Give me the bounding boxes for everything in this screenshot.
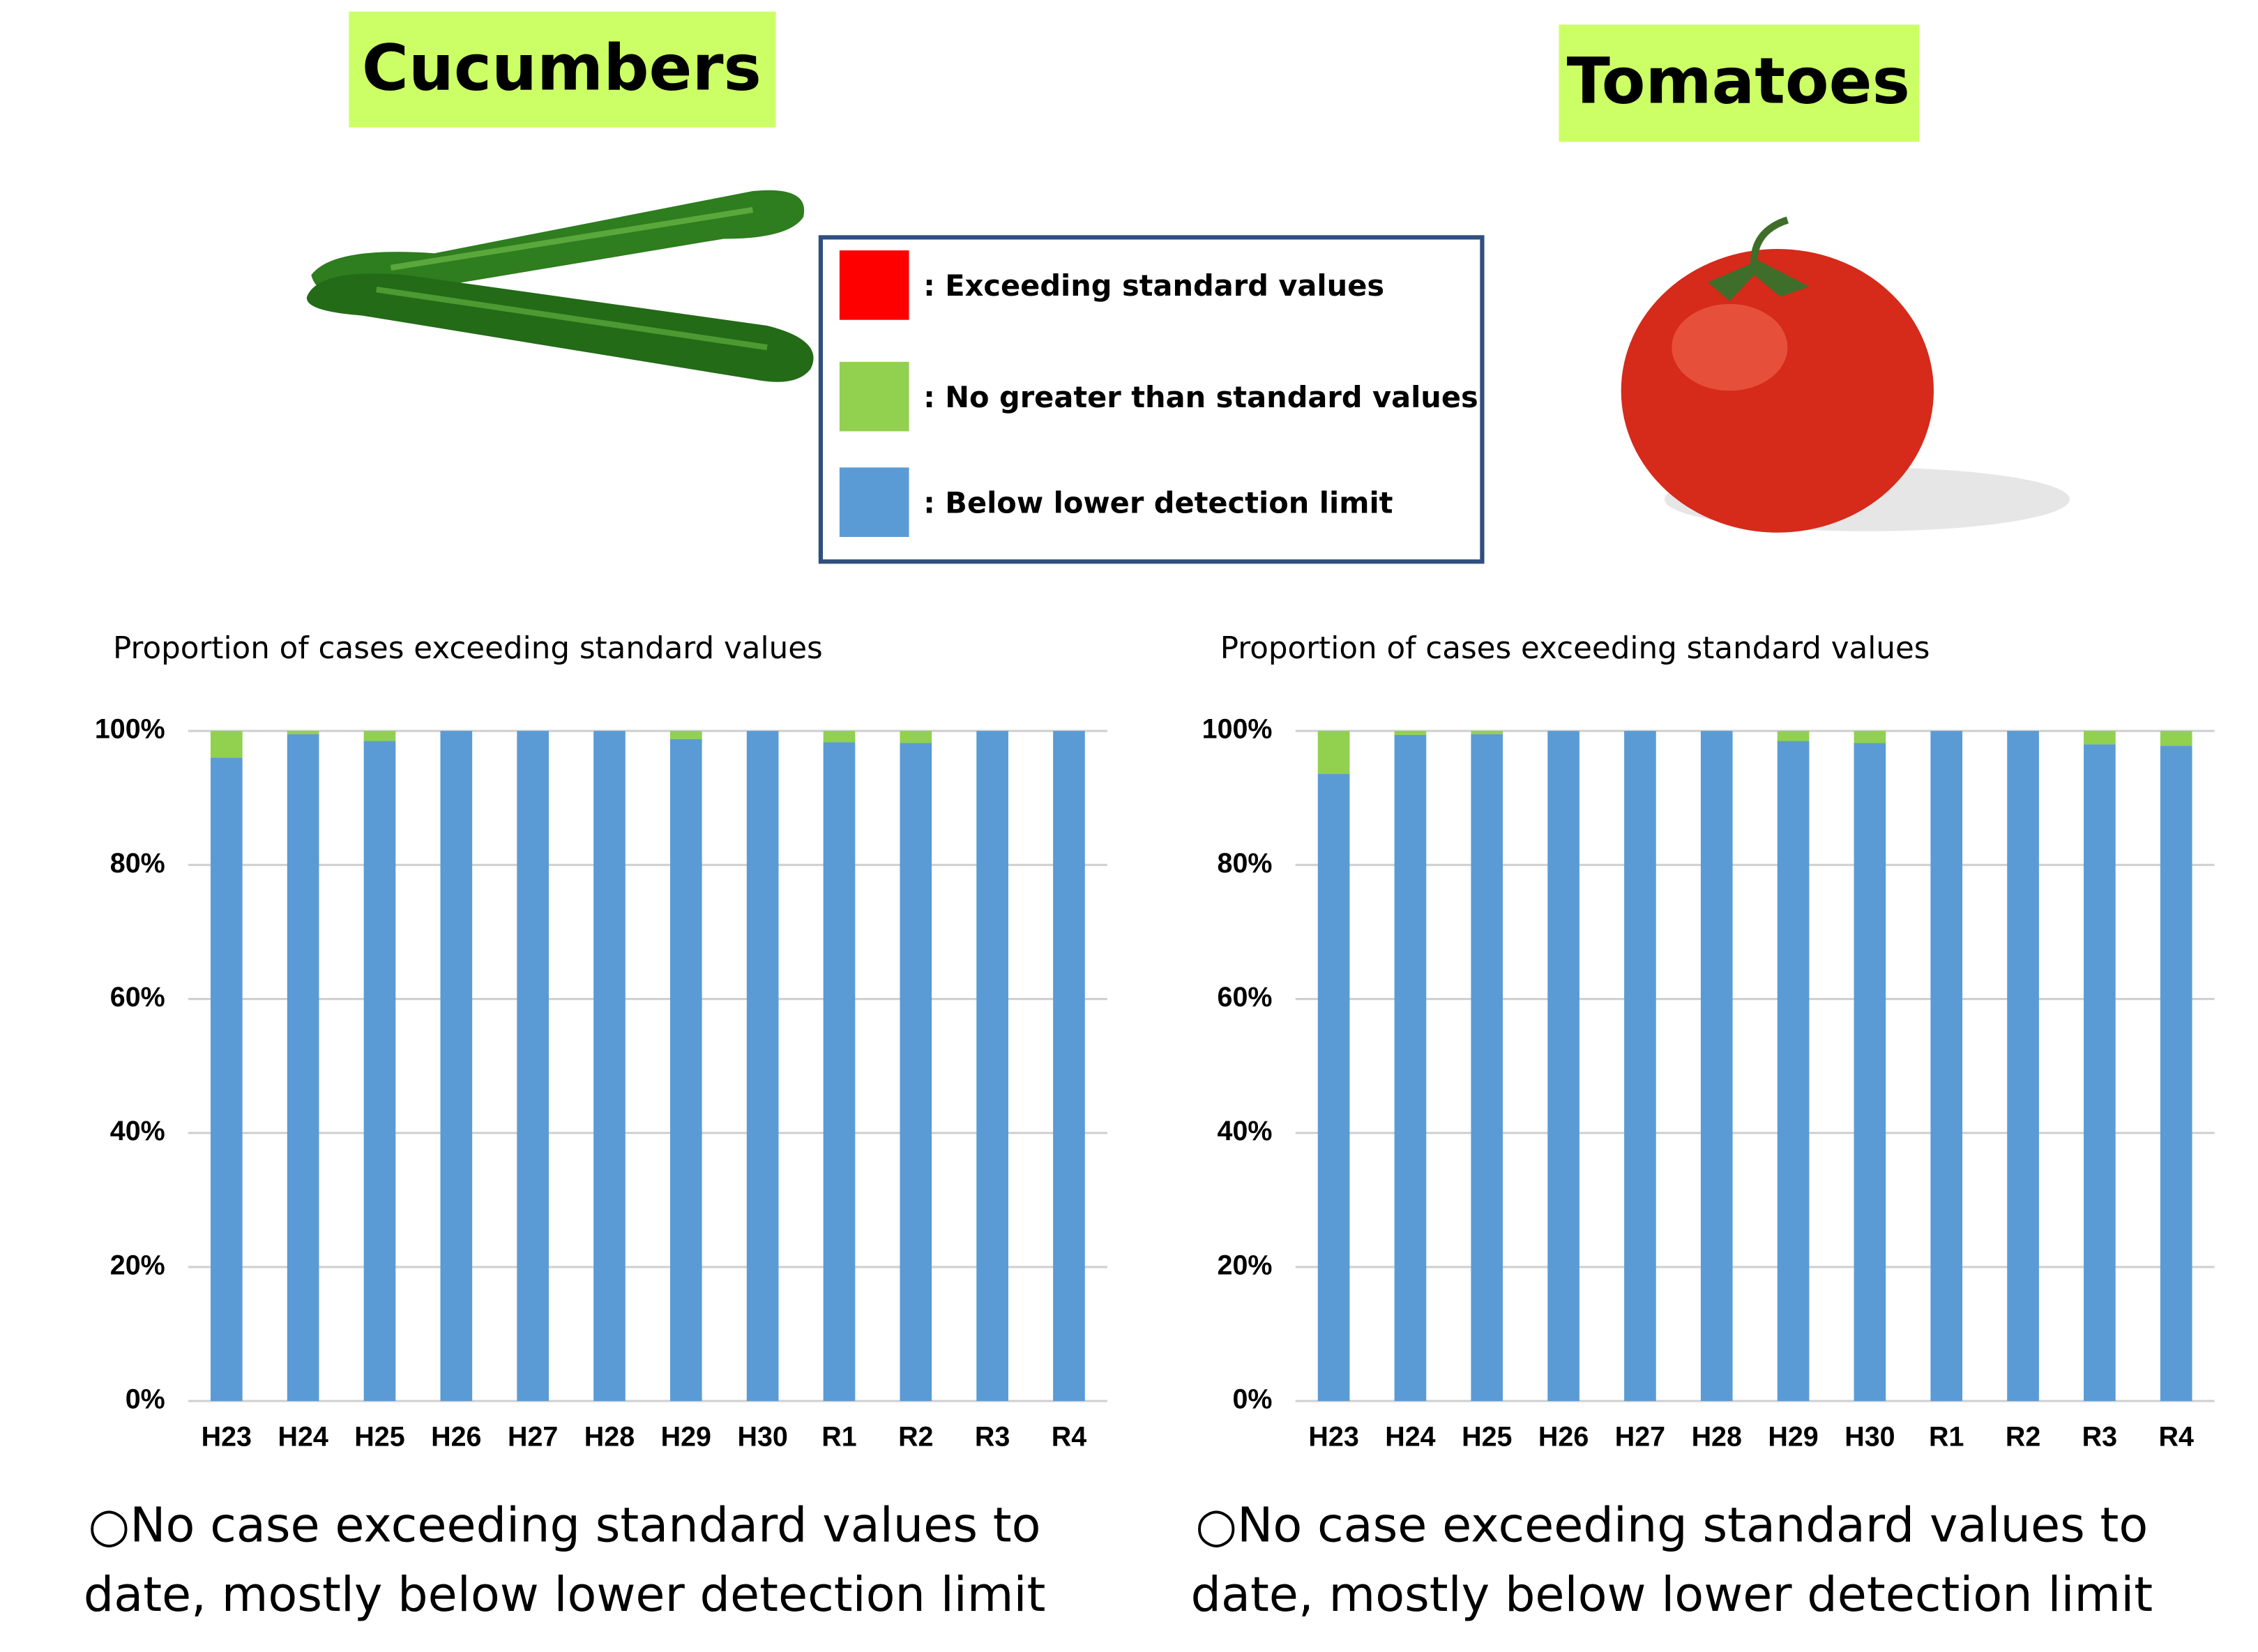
- x-tick-label: H28: [584, 1421, 635, 1452]
- note: ○No case exceeding standard values to: [1195, 1497, 2148, 1553]
- chart-title: Tomatoes: [1567, 43, 1910, 118]
- x-tick-label: R3: [2082, 1421, 2117, 1452]
- bar-segment: [2084, 744, 2116, 1402]
- note: date, mostly below lower detection limit: [1191, 1567, 2153, 1623]
- bar-segment: [1854, 743, 1886, 1402]
- bar-segment: [210, 757, 243, 1402]
- y-tick-label: 0%: [126, 1384, 165, 1415]
- x-tick-label: H25: [1462, 1421, 1512, 1452]
- x-tick-label: H25: [354, 1421, 404, 1452]
- bar-segment: [1317, 773, 1350, 1402]
- bar-segment: [1471, 731, 1503, 734]
- bar-segment: [2007, 731, 2039, 1402]
- x-tick-label: H23: [1308, 1421, 1358, 1452]
- x-tick-label: R1: [821, 1421, 856, 1452]
- y-tick-label: 0%: [1232, 1384, 1272, 1415]
- y-tick-label: 60%: [110, 982, 165, 1013]
- bar-segment: [669, 738, 702, 1402]
- x-tick-label: R1: [1929, 1421, 1964, 1452]
- bar-segment: [1053, 731, 1085, 1402]
- bar-segment: [1624, 731, 1656, 1402]
- bar-segment: [2160, 731, 2192, 746]
- x-tick-label: R4: [2159, 1421, 2194, 1452]
- bar-segment: [1471, 734, 1503, 1402]
- bar-segment: [1777, 741, 1810, 1402]
- y-tick-label: 100%: [95, 714, 165, 745]
- bar-segment: [363, 741, 396, 1402]
- bar-segment: [669, 731, 702, 739]
- bar-segment: [823, 731, 856, 743]
- bar-segment: [1854, 731, 1886, 743]
- legend-label: : Below lower detection limit: [923, 485, 1393, 520]
- y-tick-label: 20%: [1218, 1250, 1273, 1280]
- x-tick-label: H29: [1768, 1421, 1818, 1452]
- title-box: [1559, 24, 1920, 142]
- y-tick-label: 100%: [1202, 714, 1273, 745]
- y-axis-label: Proportion of cases exceeding standard v…: [1220, 631, 1930, 666]
- bar-segment: [287, 731, 319, 734]
- title-box: [349, 11, 776, 128]
- bar-segment: [593, 731, 626, 1402]
- x-tick-label: H28: [1692, 1421, 1742, 1452]
- bar-segment: [2084, 731, 2116, 745]
- x-tick-label: H23: [202, 1421, 252, 1452]
- bar-segment: [1394, 734, 1427, 1402]
- x-tick-label: R2: [898, 1421, 933, 1452]
- x-tick-label: H30: [737, 1421, 787, 1452]
- x-tick-label: H29: [661, 1421, 711, 1452]
- y-tick-label: 60%: [1218, 982, 1273, 1013]
- x-tick-label: R4: [1052, 1421, 1086, 1452]
- bar-segment: [440, 731, 473, 1402]
- x-tick-label: R2: [2006, 1421, 2040, 1452]
- tomato-image: [1621, 216, 2070, 533]
- bar-segment: [900, 743, 932, 1402]
- legend-label: : Exceeding standard values: [923, 268, 1384, 303]
- legend-swatch: [839, 250, 909, 320]
- note: date, mostly below lower detection limit: [84, 1567, 1046, 1623]
- legend-label: : No greater than standard values: [923, 380, 1478, 414]
- y-tick-label: 80%: [110, 848, 165, 879]
- note: ○No case exceeding standard values to: [89, 1497, 1041, 1553]
- bar-segment: [2160, 745, 2192, 1402]
- y-tick-label: 80%: [1218, 848, 1273, 879]
- bar-segment: [1930, 731, 1963, 1402]
- x-tick-label: R3: [975, 1421, 1010, 1452]
- bar-segment: [287, 734, 319, 1402]
- bar-segment: [210, 731, 243, 758]
- cucumber-image: [306, 190, 814, 382]
- bar-segment: [1700, 731, 1733, 1402]
- x-tick-label: H24: [278, 1421, 328, 1452]
- bar-segment: [1394, 731, 1427, 735]
- y-tick-label: 40%: [1218, 1116, 1273, 1146]
- y-tick-label: 20%: [110, 1250, 165, 1280]
- x-tick-label: H26: [1538, 1421, 1589, 1452]
- legend-box: [818, 235, 1485, 564]
- bar-segment: [363, 731, 396, 741]
- x-tick-label: H30: [1844, 1421, 1895, 1452]
- y-axis-label: Proportion of cases exceeding standard v…: [113, 631, 823, 666]
- x-tick-label: H27: [508, 1421, 558, 1452]
- chart-title: Cucumbers: [362, 31, 761, 105]
- x-tick-label: H24: [1385, 1421, 1435, 1452]
- y-tick-label: 40%: [110, 1116, 165, 1146]
- x-tick-label: H27: [1615, 1421, 1665, 1452]
- bar-segment: [1317, 731, 1350, 774]
- x-tick-label: H26: [431, 1421, 481, 1452]
- bar-segment: [517, 731, 549, 1402]
- bar-segment: [1777, 731, 1810, 741]
- legend-swatch: [839, 467, 909, 538]
- bar-segment: [823, 742, 856, 1402]
- bar-segment: [976, 731, 1008, 1402]
- bar-segment: [900, 731, 932, 743]
- legend-swatch: [839, 361, 909, 432]
- bar-segment: [1547, 731, 1579, 1402]
- bar-segment: [746, 731, 779, 1402]
